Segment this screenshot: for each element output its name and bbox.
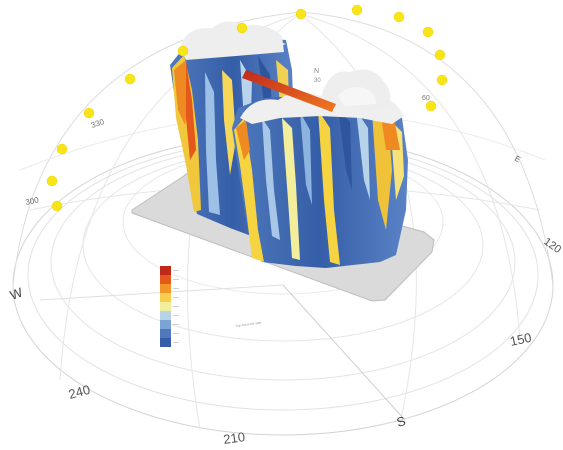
legend-swatch — [160, 302, 171, 311]
sun-ray — [242, 70, 336, 112]
legend-swatch — [160, 293, 171, 302]
sun-path — [46, 4, 448, 212]
sun-position-marker — [124, 73, 136, 85]
sun-position-marker — [422, 26, 434, 38]
sun-position-marker — [177, 45, 189, 57]
sun-position-marker — [56, 143, 68, 155]
legend-swatch — [160, 311, 171, 320]
sun-position-marker — [425, 100, 437, 112]
legend-caption: Sun hours per year — [236, 320, 262, 328]
degree-label-30: 30 — [314, 78, 321, 84]
degree-label-210: 210 — [222, 429, 246, 447]
legend-swatch — [160, 284, 171, 293]
sun-position-marker — [236, 22, 248, 34]
sun-position-marker — [51, 200, 63, 212]
sun-position-marker — [436, 74, 448, 86]
legend-swatch — [160, 329, 171, 338]
sun-position-marker — [46, 175, 58, 187]
degree-label-240: 240 — [67, 382, 92, 402]
sun-position-marker — [295, 8, 307, 20]
compass-west-label: W — [8, 284, 25, 303]
legend-swatch — [160, 266, 171, 275]
legend-swatch — [160, 275, 171, 284]
compass-north-label: N — [314, 68, 319, 75]
color-legend — [160, 266, 179, 347]
degree-label-60: 60 — [422, 95, 430, 102]
sun-position-marker — [83, 107, 95, 119]
sun-position-marker — [393, 11, 405, 23]
degree-label-150: 150 — [509, 330, 533, 349]
compass-south-label: S — [395, 413, 408, 430]
legend-swatch — [160, 338, 171, 347]
compass-east-label: E — [513, 154, 522, 164]
legend-swatch — [160, 320, 171, 329]
sun-position-marker — [434, 49, 446, 61]
degree-label-330: 330 — [90, 117, 106, 130]
degree-label-300: 300 — [25, 195, 40, 207]
sun-position-marker — [351, 4, 363, 16]
